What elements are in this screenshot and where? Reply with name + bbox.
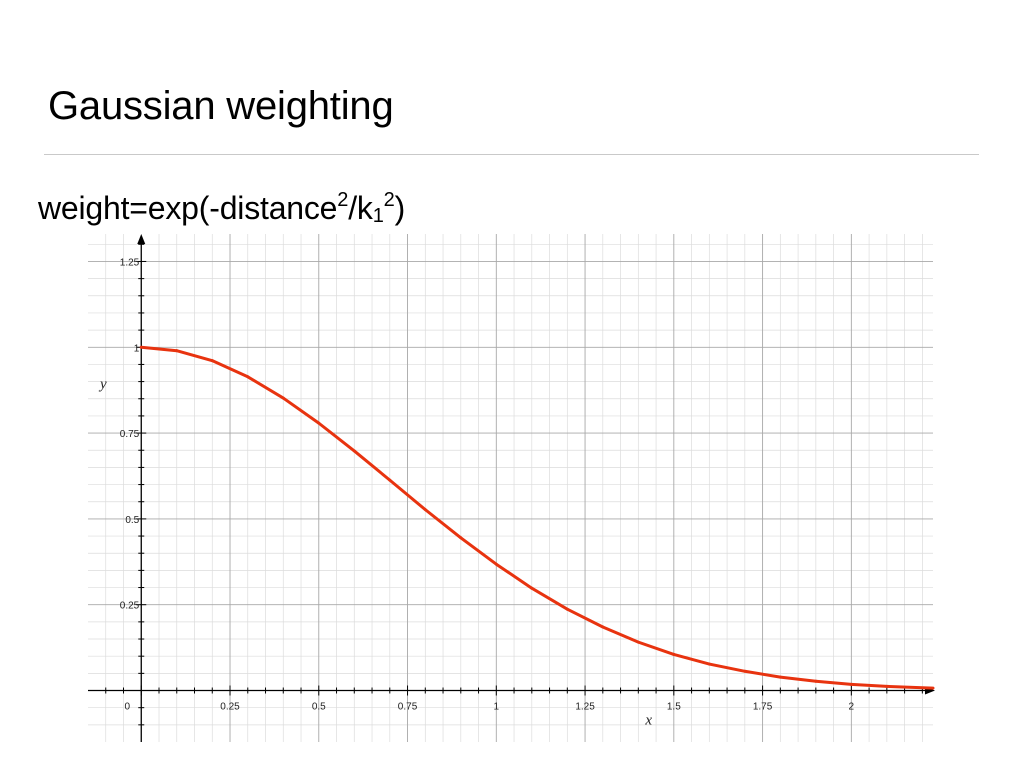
curve-segment (494, 562, 534, 590)
major-grid (88, 234, 933, 742)
curve-segment (565, 607, 605, 629)
formula-mid: /k (348, 190, 373, 226)
tick-marks (105, 243, 923, 726)
title-divider (44, 154, 979, 155)
curve-segment (423, 508, 463, 540)
y-axis-arrow (137, 234, 146, 244)
curve-segment (139, 345, 179, 353)
formula-prefix: weight=exp(-distance (38, 190, 338, 226)
x-tick-label: 2 (849, 702, 855, 713)
y-tick-label: 0.75 (120, 429, 140, 440)
x-tick-label: 0.75 (398, 702, 418, 713)
y-tick-label: 1.25 (120, 257, 140, 268)
x-tick-label: 1.5 (667, 702, 681, 713)
curve-segment (849, 682, 889, 688)
curve-segment (707, 662, 747, 673)
curve-segment (459, 536, 498, 566)
curve-segment (601, 625, 640, 644)
formula-exponent-1: 2 (337, 189, 349, 211)
x-axis-label: x (644, 713, 652, 729)
y-tick-label: 0.25 (120, 601, 140, 612)
curve-segment (530, 586, 569, 611)
y-tick-label: 0.5 (125, 515, 139, 526)
curve-segment (246, 375, 285, 400)
axes (88, 234, 935, 742)
curve-segment (317, 421, 356, 453)
formula-suffix: ) (394, 190, 406, 226)
curve-segment (743, 669, 782, 679)
curve-segment (778, 675, 818, 683)
formula-exponent-2: 2 (383, 189, 395, 211)
x-tick-label: 1.75 (753, 702, 773, 713)
x-tick-label: 1.25 (575, 702, 595, 713)
curve-segment (636, 640, 676, 656)
x-tick-label: 0 (124, 702, 130, 713)
curve-segment (352, 449, 392, 482)
formula-subscript: 1 (372, 205, 384, 227)
y-tick-label: 1 (134, 343, 140, 354)
curve-segment (388, 478, 427, 512)
x-tick-label: 1 (494, 702, 500, 713)
tick-labels: 0 0.25 0.5 0.75 1 1.25 1.5 1.75 2 0.25 0.5 0.75 1 1.2… (120, 257, 855, 712)
minor-grid (88, 234, 933, 742)
formula-text: weight=exp(-distance2/k12) (38, 190, 405, 227)
curve-layer (139, 345, 935, 690)
y-axis-label: y (98, 376, 107, 392)
x-tick-label: 0.25 (220, 702, 240, 713)
curve-segment (885, 684, 935, 690)
x-tick-label: 0.5 (312, 702, 326, 713)
curve-segment (814, 679, 853, 686)
slide-title: Gaussian weighting (48, 84, 394, 128)
curve-segment (281, 396, 321, 425)
curve-segment (672, 652, 711, 666)
curve-segment (210, 359, 250, 379)
curve-segment (175, 349, 214, 363)
